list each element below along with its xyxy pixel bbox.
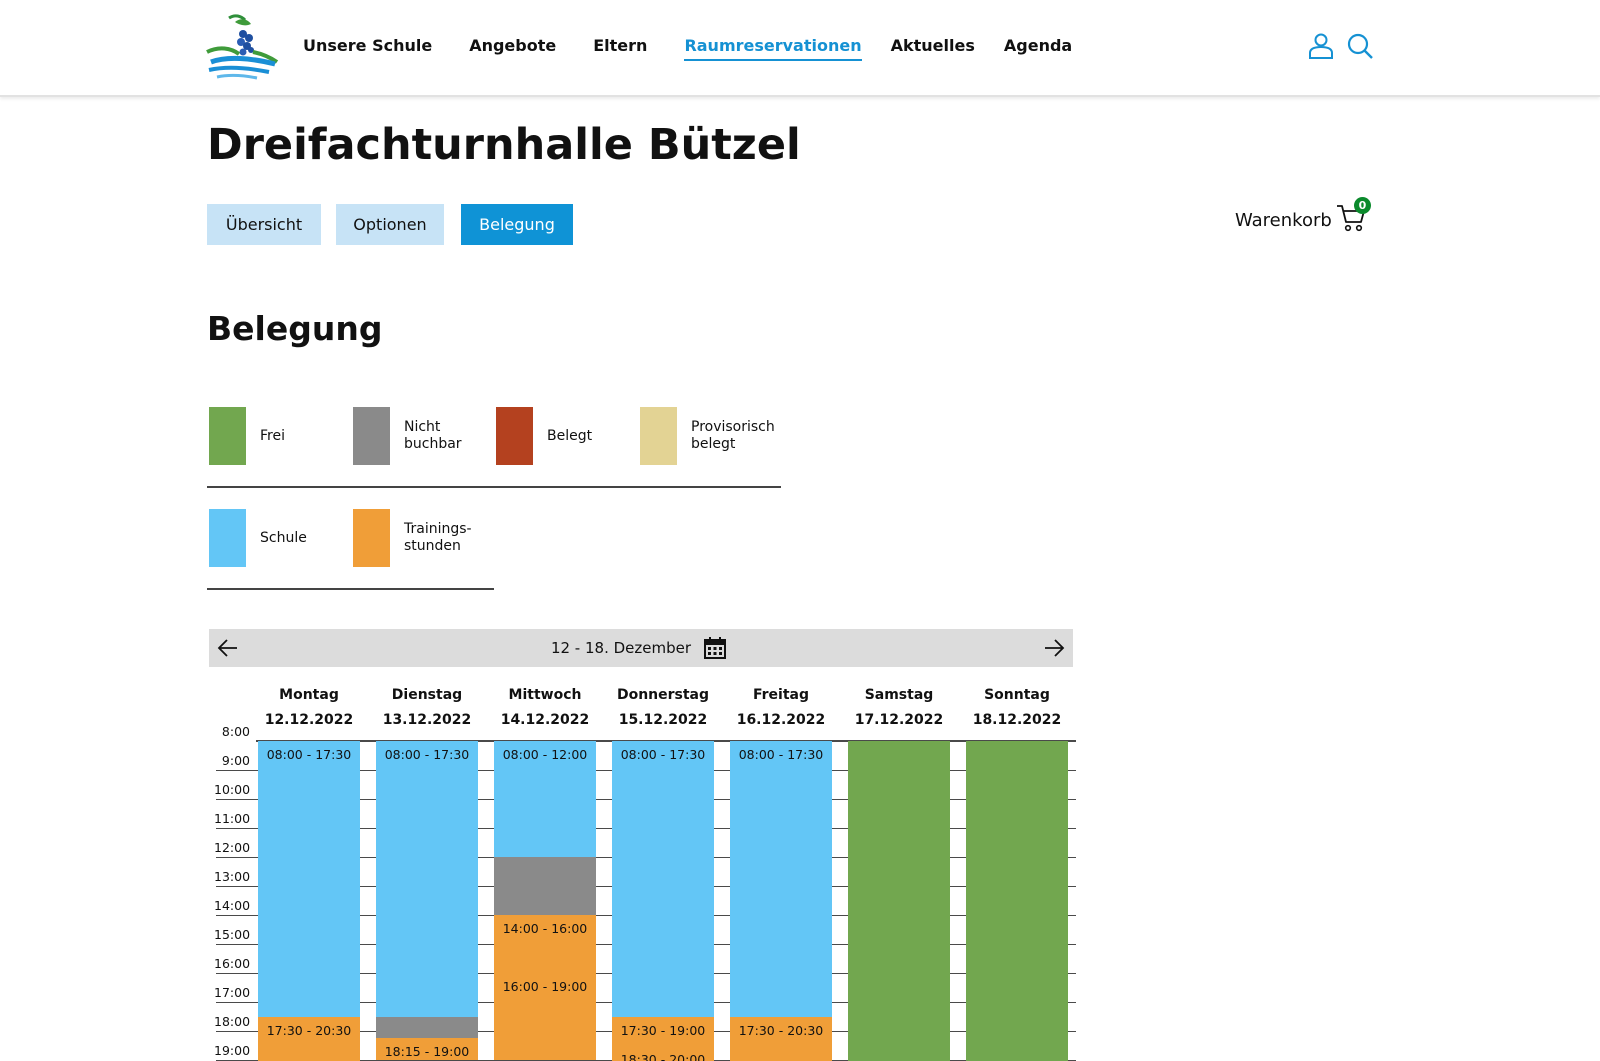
booking-block-free[interactable] <box>848 741 950 1061</box>
day-name-montag: Montag <box>279 687 339 703</box>
legend-label-belegt: Belegt <box>547 428 593 444</box>
time-label: 16:00 <box>214 956 251 971</box>
day-name-freitag: Freitag <box>752 687 810 703</box>
time-label: 14:00 <box>214 898 251 913</box>
arrow-left-icon[interactable] <box>217 638 239 658</box>
day-name-samstag: Samstag <box>864 687 934 703</box>
legend-label-schule: Schule <box>260 530 307 546</box>
day-name-donnerstag: Donnerstag <box>616 687 710 703</box>
nav-item-angebote[interactable]: Angebote <box>469 36 557 55</box>
booking-time-label: 18:30 - 20:00 <box>620 1051 706 1061</box>
booking-block-school[interactable]: 08:00 - 12:00 <box>494 741 596 857</box>
booking-block-unavailable[interactable] <box>376 1016 478 1039</box>
time-label: 15:00 <box>214 927 251 942</box>
user-icon[interactable] <box>1307 32 1335 60</box>
day-date-freitag: 16.12.2022 <box>736 712 826 728</box>
booking-block-training[interactable]: 17:30 - 20:30 <box>258 1016 360 1061</box>
time-label: 12:00 <box>214 840 251 855</box>
booking-block-free[interactable] <box>966 741 1068 1061</box>
legend-swatch-schule <box>209 509 246 567</box>
booking-block-training[interactable]: 18:30 - 20:00 <box>612 1045 714 1061</box>
booking-time-label: 08:00 - 17:30 <box>384 747 470 762</box>
booking-block-training[interactable]: 16:00 - 19:00 <box>494 973 596 1060</box>
nav-item-aktuelles[interactable]: Aktuelles <box>890 36 975 55</box>
legend-swatch-belegt <box>496 407 533 465</box>
week-label: 12 - 18. Dezember <box>550 639 692 657</box>
calendar-icon[interactable] <box>703 636 727 660</box>
legend-label-provisorisch-belegt: Provisorisch belegt <box>691 419 775 452</box>
booking-time-label: 17:30 - 20:30 <box>738 1022 824 1038</box>
day-name-sonntag: Sonntag <box>984 687 1050 703</box>
week-navigation: 12 - 18. Dezember <box>209 629 1073 667</box>
day-name-mittwoch: Mittwoch <box>508 687 582 703</box>
legend-label-trainingsstunden: Trainings-stunden <box>404 521 472 554</box>
booking-time-label: 17:30 - 20:30 <box>266 1022 352 1038</box>
tab-uebersicht[interactable]: Übersicht <box>207 204 321 245</box>
day-name-dienstag: Dienstag <box>391 687 463 703</box>
legend-swatch-provisorisch-belegt <box>640 407 677 465</box>
nav-item-raumreservationen[interactable]: Raumreservationen <box>684 36 862 61</box>
booking-block-training[interactable]: 17:30 - 20:30 <box>730 1016 832 1061</box>
booking-block-school[interactable]: 08:00 - 17:30 <box>612 741 714 1017</box>
cart-count-badge: 0 <box>1354 197 1371 214</box>
main-navigation: Unsere Schule Angebote Eltern Raumreserv… <box>303 36 1072 61</box>
search-icon[interactable] <box>1346 32 1374 60</box>
time-label: 19:00 <box>214 1043 251 1058</box>
cart-label[interactable]: Warenkorb <box>1235 210 1332 231</box>
day-date-sonntag: 18.12.2022 <box>972 712 1062 728</box>
nav-item-agenda[interactable]: Agenda <box>1003 36 1073 55</box>
day-date-samstag: 17.12.2022 <box>854 712 944 728</box>
section-title: Belegung <box>207 309 383 348</box>
nav-item-unsere-schule[interactable]: Unsere Schule <box>303 36 433 55</box>
booking-time-label: 08:00 - 17:30 <box>738 747 824 762</box>
legend-label-nicht-buchbar: Nicht buchbar <box>404 419 462 452</box>
booking-block-training[interactable]: 18:15 - 19:00 <box>376 1038 478 1060</box>
time-label: 11:00 <box>214 811 251 826</box>
tab-belegung[interactable]: Belegung <box>461 204 573 245</box>
page-title: Dreifachturnhalle Bützel <box>207 120 801 170</box>
time-label: 8:00 <box>221 724 250 739</box>
legend-swatch-nicht-buchbar <box>353 407 390 465</box>
legend-label-frei: Frei <box>260 428 285 444</box>
booking-time-label: 14:00 - 16:00 <box>502 921 588 936</box>
legend-divider <box>207 486 781 488</box>
nav-item-eltern[interactable]: Eltern <box>593 36 648 55</box>
booking-block-unavailable[interactable] <box>494 857 596 915</box>
booking-time-label: 16:00 - 19:00 <box>502 979 588 994</box>
legend-swatch-trainingsstunden <box>353 509 390 567</box>
tab-optionen[interactable]: Optionen <box>336 204 444 245</box>
time-label: 13:00 <box>214 869 251 884</box>
time-label: 18:00 <box>214 1014 251 1029</box>
booking-block-school[interactable]: 08:00 - 17:30 <box>730 741 832 1017</box>
time-label: 10:00 <box>214 782 251 797</box>
day-date-donnerstag: 15.12.2022 <box>618 712 708 728</box>
booking-time-label: 08:00 - 17:30 <box>266 747 352 762</box>
booking-block-training[interactable]: 14:00 - 16:00 <box>494 915 596 973</box>
booking-time-label: 17:30 - 19:00 <box>620 1022 706 1038</box>
booking-time-label: 08:00 - 12:00 <box>502 747 588 762</box>
booking-time-label: 08:00 - 17:30 <box>620 747 706 762</box>
legend-swatch-frei <box>209 407 246 465</box>
arrow-right-icon[interactable] <box>1043 638 1065 658</box>
day-date-montag: 12.12.2022 <box>264 712 354 728</box>
day-date-dienstag: 13.12.2022 <box>382 712 472 728</box>
booking-block-school[interactable]: 08:00 - 17:30 <box>258 741 360 1017</box>
day-date-mittwoch: 14.12.2022 <box>500 712 590 728</box>
site-header: Unsere Schule Angebote Eltern Raumreserv… <box>0 0 1600 97</box>
booking-time-label: 18:15 - 19:00 <box>384 1044 470 1060</box>
legend-divider <box>207 588 494 590</box>
time-label: 17:00 <box>214 985 251 1000</box>
booking-block-school[interactable]: 08:00 - 17:30 <box>376 741 478 1017</box>
time-label: 9:00 <box>221 753 250 768</box>
school-logo-icon[interactable] <box>205 12 281 80</box>
